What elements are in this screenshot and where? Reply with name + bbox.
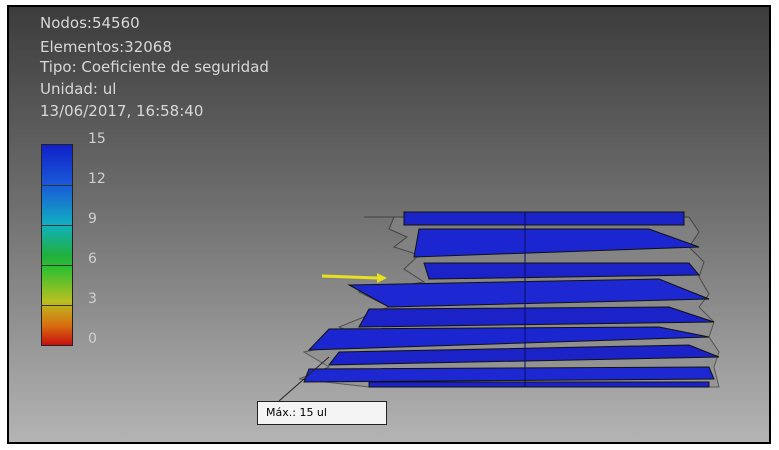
legend-tick-label: 6 [88, 251, 97, 267]
legend-separator [41, 225, 72, 226]
legend-tick-label: 9 [88, 211, 97, 227]
node-count: Nodos:54560 [40, 13, 140, 33]
legend-tick-label: 12 [88, 171, 106, 187]
legend-separator [41, 185, 72, 186]
color-bar [41, 144, 73, 346]
page: Nodos:54560 Elementos:32068 Tipo: Coefic… [0, 0, 779, 450]
element-count: Elementos:32068 [40, 37, 172, 57]
legend-tick-label: 3 [88, 291, 97, 307]
timestamp: 13/06/2017, 16:58:40 [40, 101, 203, 121]
max-probe: Máx.: 15 ul [257, 401, 387, 425]
viewport: Nodos:54560 Elementos:32068 Tipo: Coefic… [7, 5, 771, 444]
legend-separator [41, 305, 72, 306]
unit: Unidad: ul [40, 79, 116, 99]
legend-tick-label: 15 [88, 131, 106, 147]
legend-tick-label: 0 [88, 331, 97, 347]
legend-separator [41, 265, 72, 266]
result-type: Tipo: Coeficiente de seguridad [40, 57, 269, 77]
